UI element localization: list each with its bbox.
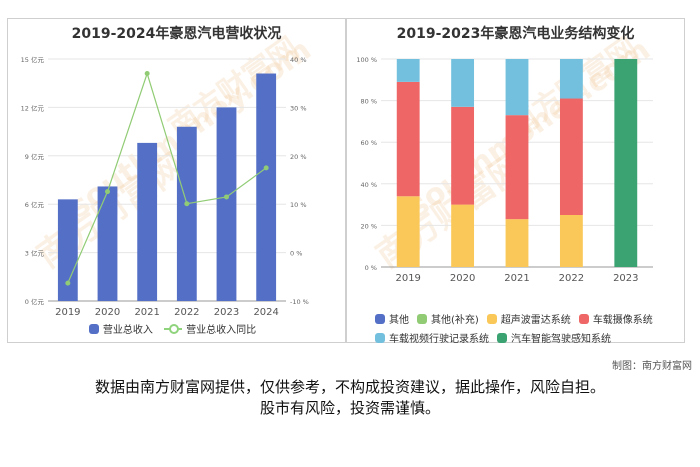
bar-segment-2022-4 (559, 59, 583, 99)
x-tick-label: 2020 (450, 273, 475, 284)
y-right-tick-label: 30 % (290, 104, 307, 112)
legend-label: 其他(补充) (431, 315, 479, 326)
y-tick-label: 100 % (356, 56, 377, 64)
x-tick-label: 2020 (95, 307, 120, 318)
point-revenue-yoy-2020 (105, 189, 110, 195)
legend-label: 超声波雷达系统 (500, 315, 571, 326)
bar-revenue-2019 (57, 199, 78, 301)
point-revenue-yoy-2023 (224, 194, 229, 200)
legend-item[interactable]: 其他 (375, 311, 409, 326)
y-left-tick-label: 9 亿元 (25, 152, 45, 161)
bar-segment-2020-2 (451, 204, 475, 267)
legend-swatch (88, 324, 99, 334)
legend-item[interactable]: 超声波雷达系统 (486, 311, 571, 326)
bar-revenue-2020 (97, 186, 118, 301)
x-tick-label: 2022 (559, 273, 584, 284)
y-left-tick-label: 3 亿元 (25, 249, 45, 258)
y-tick-label: 60 % (360, 139, 377, 147)
y-tick-label: 0 % (365, 264, 377, 272)
legend-label: 其他 (389, 315, 409, 326)
bar-segment-2022-3 (559, 98, 583, 215)
bar-segment-2019-2 (396, 196, 420, 267)
bar-segment-2021-3 (505, 115, 529, 220)
legend-swatch (375, 314, 385, 324)
y-tick-label: 20 % (360, 222, 377, 230)
legend-label: 营业总收入同比 (186, 325, 257, 336)
x-tick-label: 2022 (174, 307, 199, 318)
y-left-tick-label: 15 亿元 (21, 55, 45, 64)
legend-item-revenue-yoy[interactable]: 营业总收入同比 (164, 321, 256, 336)
x-tick-label: 2019 (395, 273, 420, 284)
bar-segment-2020-4 (451, 59, 475, 107)
legend-swatch (578, 314, 589, 324)
disclaimer-line-2: 股市有风险，投资需谨慎。 (259, 399, 440, 417)
x-tick-label: 2023 (214, 307, 239, 318)
line-revenue-yoy (67, 71, 267, 284)
bar-revenue-2024 (256, 73, 277, 301)
x-tick-label: 2023 (613, 273, 638, 284)
legend-item[interactable]: 汽车智能驾驶感知系统 (497, 330, 611, 345)
point-revenue-yoy-2019 (65, 280, 71, 286)
bar-segment-2021-4 (505, 59, 529, 116)
disclaimer-line-1: 数据由南方财富网提供，仅供参考，不构成投资建议，据此操作，风险自担。 (94, 378, 605, 396)
point-revenue-yoy-2021 (144, 71, 150, 77)
y-tick-label: 40 % (360, 181, 377, 189)
y-right-tick-label: 40 % (290, 56, 307, 64)
bar-segment-2022-2 (559, 215, 583, 267)
y-right-tick-label: 10 % (290, 201, 307, 209)
y-left-tick-label: 12 亿元 (21, 103, 45, 112)
chart-credit: 制图：南方财富网 (612, 361, 692, 372)
y-left-tick-label: 0 亿元 (25, 297, 45, 306)
bar-revenue-2021 (137, 142, 158, 301)
revenue-chart-legend: 营业总收入 营业总收入同比 (8, 321, 345, 340)
bar-segment-2021-2 (505, 219, 529, 267)
x-tick-label: 2021 (134, 307, 159, 318)
legend-item-revenue[interactable]: 营业总收入 (88, 321, 153, 336)
legend-line-swatch (164, 324, 183, 334)
legend-label: 汽车智能驾驶感知系统 (511, 334, 611, 345)
bar-revenue-2023 (216, 107, 237, 302)
disclaimer: 数据由南方财富网提供，仅供参考，不构成投资建议，据此操作，风险自担。 股市有风险… (0, 377, 700, 419)
point-revenue-yoy-2022 (184, 201, 190, 207)
legend-swatch (497, 333, 507, 343)
legend-label: 营业总收入 (102, 325, 153, 336)
legend-item[interactable]: 其他(补充) (417, 311, 479, 326)
x-tick-label: 2019 (55, 307, 80, 318)
bar-segment-2023-5 (614, 59, 638, 267)
legend-swatch (417, 314, 427, 324)
y-left-tick-label: 6 亿元 (25, 200, 45, 209)
business-structure-legend: 其他 其他(补充) 超声波雷达系统 车载摄像系统车载视频行驶记录系统 汽车智能驾驶感知系… (375, 311, 685, 349)
legend-item[interactable]: 车载摄像系统 (578, 311, 653, 326)
legend-swatch (486, 314, 497, 324)
legend-swatch (375, 333, 385, 343)
business-structure-title: 2019-2023年豪恩汽电业务结构变化 (396, 26, 635, 42)
x-tick-label: 2024 (253, 307, 278, 318)
x-tick-label: 2021 (504, 273, 529, 284)
legend-label: 车载视频行驶记录系统 (389, 334, 489, 345)
bar-revenue-2022 (176, 126, 197, 301)
legend-label: 车载摄像系统 (592, 315, 653, 326)
y-right-tick-label: 0 % (290, 250, 302, 258)
y-right-tick-label: 20 % (290, 153, 307, 161)
bar-segment-2019-3 (396, 81, 420, 197)
point-revenue-yoy-2024 (263, 165, 269, 171)
revenue-chart-title: 2019-2024年豪恩汽电营收状况 (71, 26, 282, 42)
legend-item[interactable]: 车载视频行驶记录系统 (375, 330, 489, 345)
bar-segment-2020-3 (451, 106, 475, 205)
bar-segment-2019-4 (396, 59, 420, 82)
y-tick-label: 80 % (360, 98, 377, 106)
y-right-tick-label: -10 % (290, 298, 309, 306)
